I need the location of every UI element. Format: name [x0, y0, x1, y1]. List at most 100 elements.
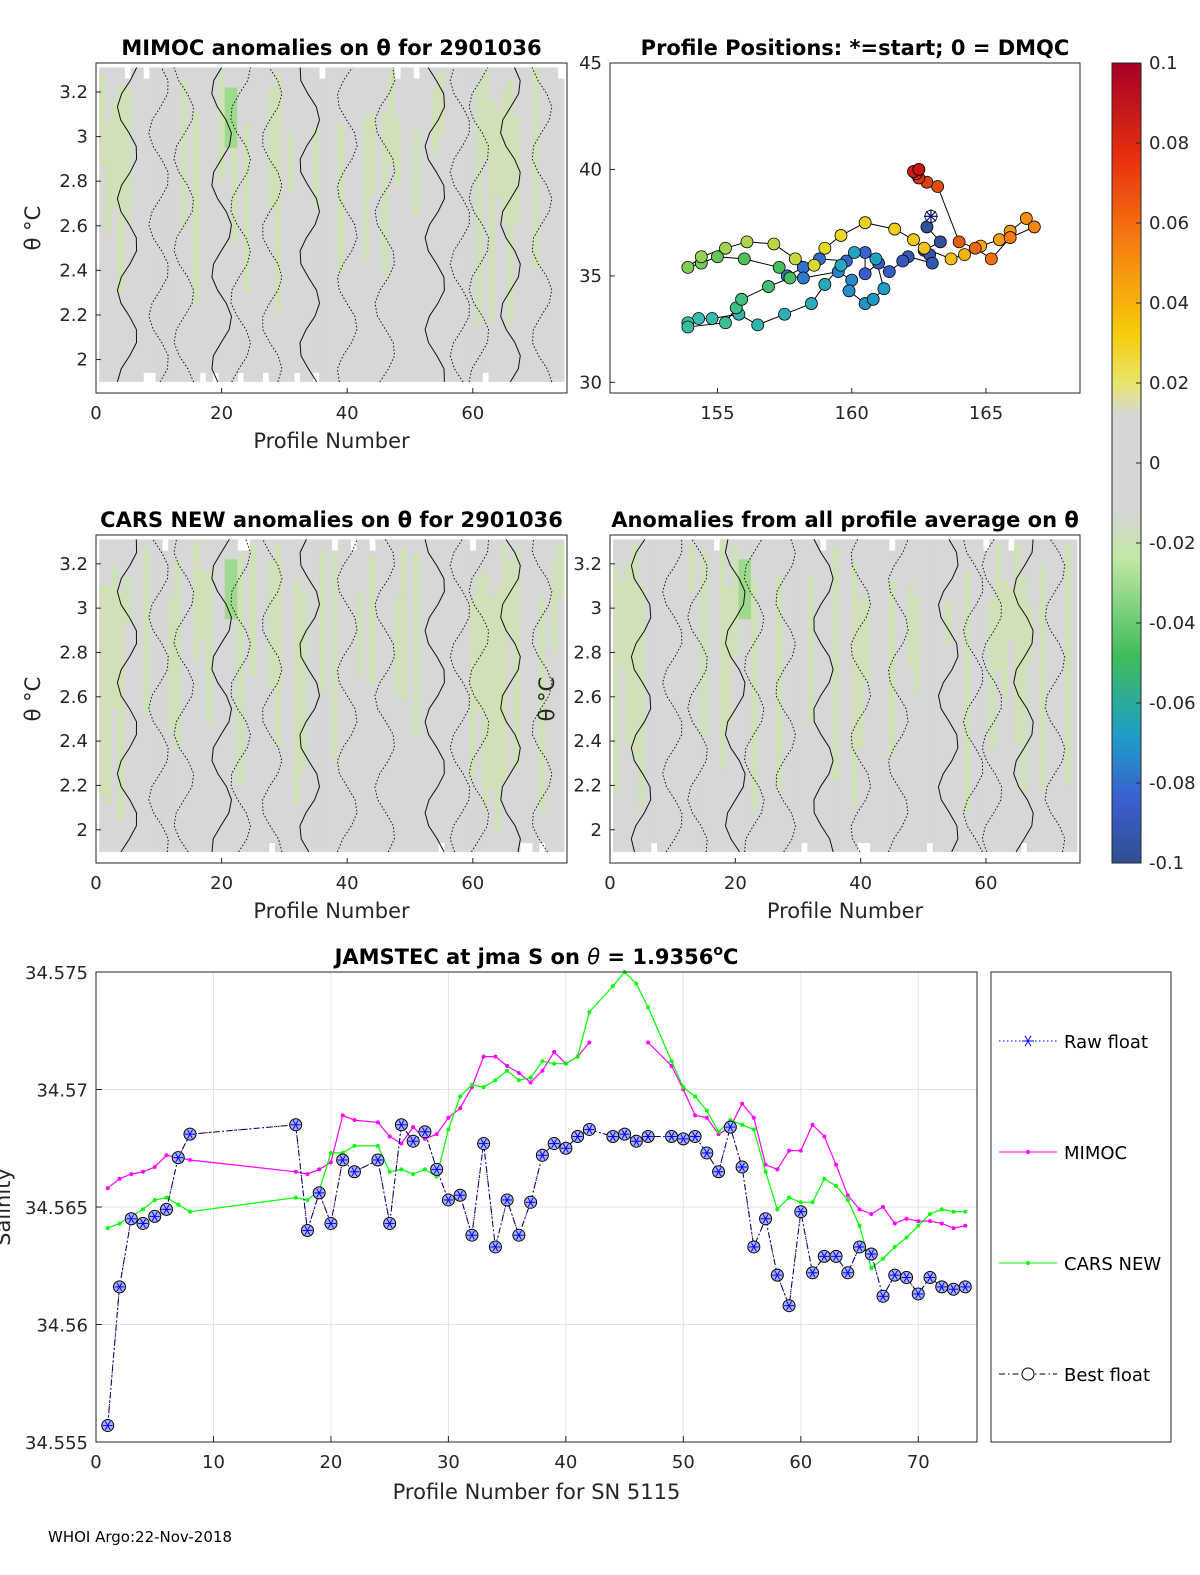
anomaly-cell — [149, 539, 157, 852]
mimoc-point — [164, 1153, 169, 1158]
x-tick-label: 40 — [336, 403, 359, 424]
anomaly-cell — [488, 100, 496, 324]
axes-box — [95, 62, 568, 394]
anomaly-cell — [149, 67, 157, 373]
anomaly-cell — [99, 67, 107, 382]
anomaly-cell — [738, 559, 751, 620]
anomaly-cell — [136, 67, 144, 382]
anomaly-cell — [155, 67, 163, 382]
anomaly-cell — [130, 539, 138, 852]
colorbar-tick-label: 0 — [1149, 453, 1160, 474]
cars-point — [669, 1059, 674, 1064]
x-tick-label: 20 — [724, 873, 747, 894]
raw-float-asterisk — [915, 1289, 922, 1299]
anomaly-cell — [450, 67, 458, 382]
contour-line — [262, 539, 283, 853]
profile-position-point — [711, 250, 724, 264]
anomaly-cell — [274, 542, 282, 748]
legend-marker — [1021, 1367, 1035, 1381]
contour-line — [211, 67, 233, 383]
cars-point — [176, 1202, 181, 1207]
anomaly-cell — [161, 550, 169, 852]
raw-float-asterisk — [621, 1129, 628, 1139]
anomaly-cell — [882, 539, 890, 852]
cars-panel: 0 20 40 60 2 2.2 2.4 2.6 2.8 3 3.2 CARS NEW anomali… — [21, 508, 568, 923]
anomaly-cell — [845, 539, 852, 852]
cars-point — [810, 1200, 815, 1205]
anomaly-cell — [482, 70, 490, 157]
raw-float-asterisk — [633, 1136, 640, 1146]
contour-line — [500, 67, 521, 383]
anomaly-cell — [613, 568, 620, 792]
x-tick-label: 20 — [319, 1452, 342, 1473]
raw-float-asterisk — [703, 1148, 710, 1158]
contour-line — [468, 67, 490, 383]
mimoc-point — [881, 1205, 886, 1209]
anomaly-cell — [920, 539, 928, 852]
anomaly-cell — [545, 67, 552, 382]
anomaly-cell — [807, 574, 815, 723]
contour-line — [116, 67, 138, 383]
y-tick-label: 34.565 — [25, 1198, 88, 1219]
profile-position-point — [719, 241, 732, 255]
cars-point — [834, 1183, 839, 1188]
anomaly-cell — [237, 555, 245, 785]
anomaly-cell — [513, 67, 521, 382]
y-tick-label: 3 — [77, 598, 88, 619]
anomaly-cell — [394, 117, 402, 186]
anomaly-cell — [306, 539, 314, 852]
legend-entry-label: MIMOC — [1064, 1143, 1127, 1164]
anomaly-cell — [369, 67, 377, 382]
raw-float-asterisk — [938, 1282, 945, 1292]
anomaly-cell — [281, 67, 289, 382]
anomaly-cell — [788, 539, 796, 852]
y-tick-label: 2 — [77, 820, 88, 841]
anomaly-cell — [907, 584, 915, 668]
mimoc-point — [963, 1223, 968, 1228]
anomaly-cell — [431, 539, 439, 852]
anomaly-cell — [475, 578, 483, 714]
anomaly-cell — [444, 539, 452, 852]
raw-float-asterisk — [527, 1197, 534, 1207]
anomaly-cell — [268, 556, 276, 691]
anomaly-cell — [419, 67, 427, 382]
anomaly-cell — [1007, 550, 1015, 852]
contour-line — [630, 539, 652, 853]
anomaly-cell — [463, 67, 471, 382]
cars-point — [916, 1223, 921, 1228]
profile-position-point — [882, 265, 896, 279]
contour-line — [148, 67, 169, 383]
contour-line — [299, 67, 321, 383]
anomaly-cell — [438, 72, 446, 138]
colorbar-tick-label: -0.02 — [1149, 533, 1196, 554]
mimoc-point — [481, 1054, 486, 1059]
anomaly-cell — [851, 563, 859, 807]
raw-float-asterisk — [962, 1282, 969, 1292]
anomaly-cell — [356, 591, 364, 676]
anomaly-cell — [888, 580, 896, 755]
contour-line — [662, 539, 683, 853]
mimoc-point — [152, 1165, 157, 1170]
anomaly-cell — [262, 67, 270, 373]
contour-line — [1044, 539, 1066, 852]
mimoc-point — [187, 1158, 192, 1162]
anomaly-cell — [1058, 539, 1065, 852]
anomaly-cell — [111, 67, 119, 382]
mimoc-point — [810, 1122, 815, 1127]
raw-float-asterisk — [868, 1249, 875, 1259]
anomaly-cell — [957, 539, 965, 852]
mimoc-point — [375, 1120, 380, 1125]
contour-line — [1013, 539, 1034, 853]
anomaly-cell — [1039, 564, 1047, 789]
anomaly-cell — [625, 564, 633, 747]
anomaly-cell — [1014, 543, 1022, 744]
cars-point — [305, 1197, 310, 1202]
cars-point — [516, 1078, 521, 1083]
anomaly-cell — [694, 539, 702, 852]
raw-float-asterisk — [797, 1207, 804, 1217]
anomaly-cell — [369, 556, 377, 684]
anomaly-cell — [356, 67, 364, 382]
anomaly-cell — [945, 599, 953, 645]
anomaly-cell — [281, 539, 289, 852]
contour-line — [148, 539, 169, 852]
